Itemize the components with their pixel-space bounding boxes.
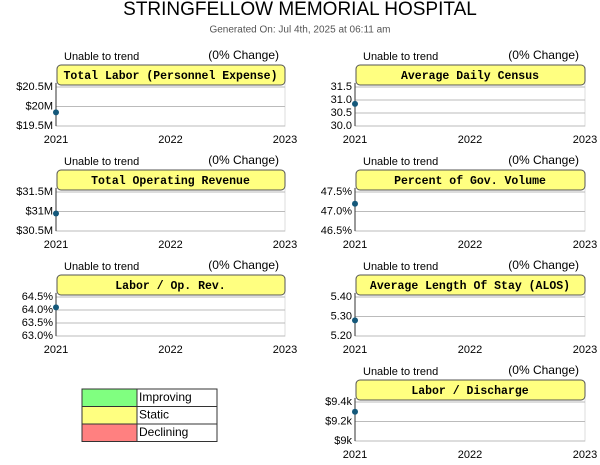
change-note: (0% Change) [508,258,579,272]
panel-title-box [56,64,286,86]
y-tick-label: 5.40 [331,291,352,303]
y-tick-label: 30.0 [331,120,352,132]
x-tick-label: 2021 [343,449,367,461]
data-point [352,200,358,207]
panel-title: Total Operating Revenue [91,175,250,188]
y-tick-label: $31M [25,205,53,217]
y-tick-label: 31.5 [331,81,352,93]
y-tick-label: 63.5% [22,317,53,329]
legend-swatch [81,406,138,425]
plot-area [354,292,586,337]
y-tick-label: $20.5M [16,81,53,93]
y-tick-label: 5.30 [331,310,352,322]
trend-note: Unable to trend [64,156,139,168]
page-title: STRINGFELLOW MEMORIAL HOSPITAL [123,0,477,20]
trend-note: Unable to trend [363,51,438,63]
legend-swatch [81,423,138,442]
legend-swatch [81,388,138,407]
y-tick-label: 47.5% [321,186,352,198]
x-tick-label: 2022 [458,239,482,251]
panel-title: Labor / Discharge [411,385,528,398]
x-tick-label: 2023 [573,134,597,146]
change-note: (0% Change) [208,48,279,62]
x-tick-label: 2021 [343,134,367,146]
y-tick-label: 47.0% [321,205,352,217]
y-tick-label: $9.2k [325,415,352,427]
x-tick-label: 2021 [44,239,68,251]
plot-area [354,397,586,442]
x-tick-label: 2023 [273,239,297,251]
plot-area [55,82,286,127]
change-note: (0% Change) [508,153,579,167]
panel-title-box [355,379,586,401]
x-tick-label: 2023 [573,449,597,461]
x-tick-label: 2022 [158,344,182,356]
y-tick-label: $19.5M [16,120,53,132]
panel-title-box [56,274,286,296]
x-tick-label: 2021 [343,344,367,356]
y-tick-label: $9k [334,435,352,447]
x-tick-label: 2022 [158,239,182,251]
x-tick-label: 2023 [573,239,597,251]
x-tick-label: 2023 [273,344,297,356]
panel-title: Percent of Gov. Volume [394,175,546,188]
panel-title: Total Labor (Personnel Expense) [64,70,278,83]
trend-note: Unable to trend [363,261,438,273]
plot-area [354,187,586,232]
x-tick-label: 2021 [44,134,68,146]
plot-area [55,292,286,337]
panel-title-box [56,169,286,191]
x-tick-label: 2021 [343,239,367,251]
trend-note: Unable to trend [64,51,139,63]
page-subtitle: Generated On: Jul 4th, 2025 at 06:11 am [209,25,390,36]
y-tick-label: 64.5% [22,291,53,303]
data-point [53,304,59,311]
data-point [53,109,59,116]
legend-label: Improving [139,390,192,404]
change-note: (0% Change) [208,153,279,167]
panel-title: Average Length Of Stay (ALOS) [370,280,570,293]
x-tick-label: 2023 [573,344,597,356]
legend-label: Static [139,408,169,422]
y-tick-label: 31.0 [331,94,352,106]
x-tick-label: 2022 [458,344,482,356]
plot-area [55,187,286,232]
panel-title: Labor / Op. Rev. [115,280,225,293]
change-note: (0% Change) [208,258,279,272]
x-tick-label: 2021 [44,344,68,356]
x-tick-label: 2022 [458,134,482,146]
y-tick-label: $9.4k [325,396,352,408]
data-point [352,408,358,415]
y-tick-label: 46.5% [321,225,352,237]
data-point [53,210,59,217]
data-point [352,100,358,107]
trend-note: Unable to trend [363,366,438,378]
panel-title-box [355,169,586,191]
panel-title: Average Daily Census [401,70,539,83]
y-tick-label: 5.20 [331,330,352,342]
plot-area [354,82,586,127]
y-tick-label: $31.5M [16,186,53,198]
legend-cell [136,423,218,442]
legend-label: Declining [139,425,188,439]
x-tick-label: 2022 [158,134,182,146]
data-point [352,317,358,324]
x-tick-label: 2023 [273,134,297,146]
y-tick-label: 64.0% [22,304,53,316]
panel-title-box [355,64,586,86]
y-tick-label: $20M [25,100,53,112]
change-note: (0% Change) [508,363,579,377]
trend-note: Unable to trend [363,156,438,168]
y-tick-label: 63.0% [22,330,53,342]
y-tick-label: 30.5 [331,107,352,119]
change-note: (0% Change) [508,48,579,62]
panel-title-box [355,274,586,296]
trend-note: Unable to trend [64,261,139,273]
y-tick-label: $30.5M [16,225,53,237]
x-tick-label: 2022 [458,449,482,461]
